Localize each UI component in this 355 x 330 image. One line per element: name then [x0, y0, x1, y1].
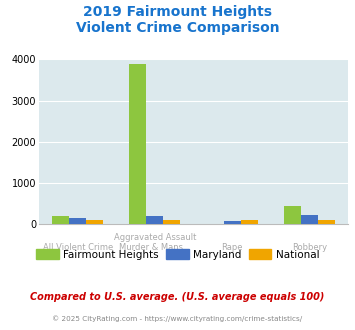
Text: Violent Crime Comparison: Violent Crime Comparison: [76, 21, 279, 35]
Bar: [146, 216, 163, 224]
Bar: [284, 206, 301, 224]
Bar: [69, 218, 86, 224]
Bar: [129, 63, 146, 224]
Legend: Fairmount Heights, Maryland, National: Fairmount Heights, Maryland, National: [32, 245, 323, 264]
Text: All Violent Crime: All Violent Crime: [43, 243, 113, 251]
Text: Murder & Mans...: Murder & Mans...: [119, 243, 191, 251]
Bar: [224, 221, 241, 224]
Bar: [241, 220, 258, 224]
Bar: [86, 220, 103, 224]
Text: Compared to U.S. average. (U.S. average equals 100): Compared to U.S. average. (U.S. average …: [30, 292, 325, 302]
Bar: [163, 220, 180, 224]
Text: Aggravated Assault: Aggravated Assault: [114, 233, 196, 242]
Text: 2019 Fairmount Heights: 2019 Fairmount Heights: [83, 5, 272, 19]
Bar: [52, 216, 69, 224]
Text: © 2025 CityRating.com - https://www.cityrating.com/crime-statistics/: © 2025 CityRating.com - https://www.city…: [53, 315, 302, 322]
Text: Rape: Rape: [221, 243, 243, 251]
Bar: [318, 220, 335, 224]
Text: Robbery: Robbery: [292, 243, 327, 251]
Bar: [301, 215, 318, 224]
